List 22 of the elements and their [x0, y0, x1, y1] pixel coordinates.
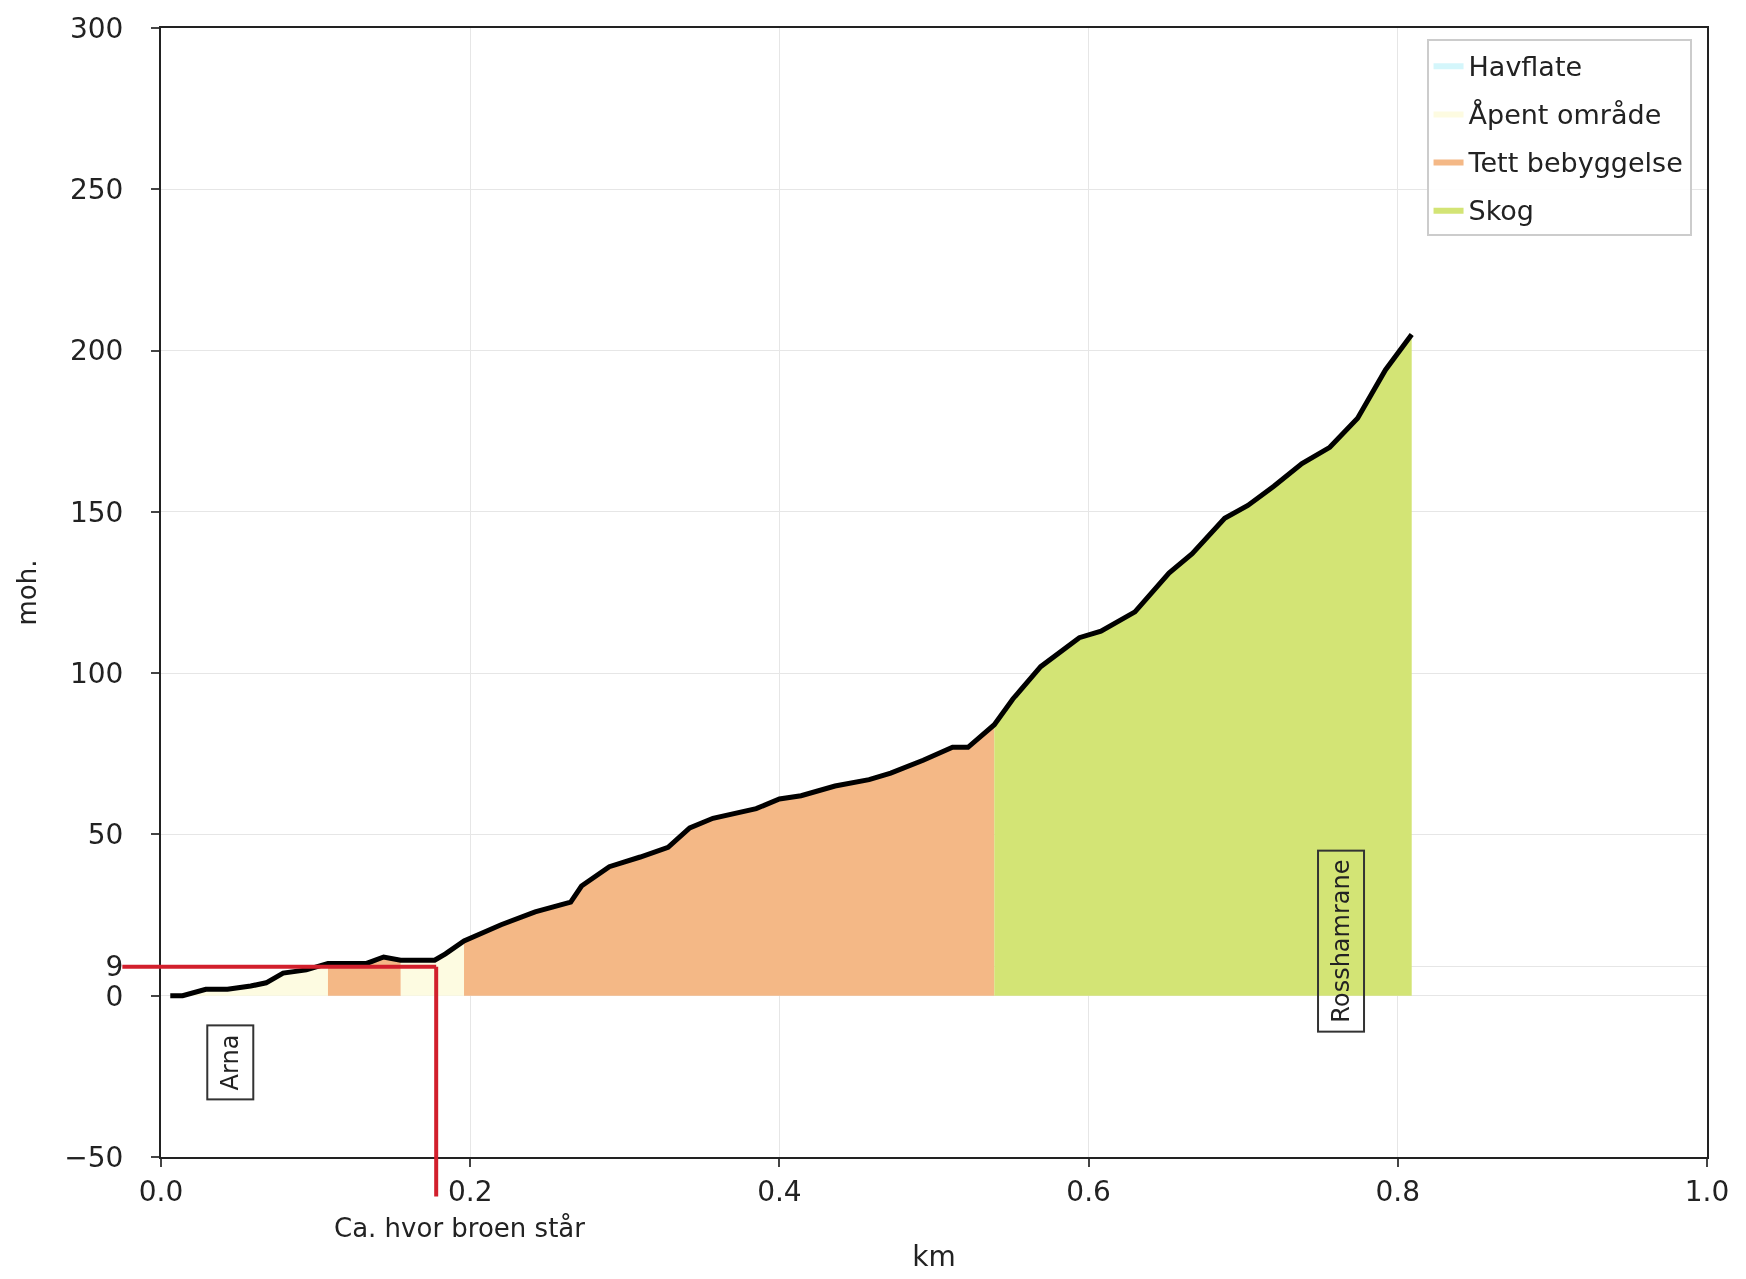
ref-line-label: Ca. hvor broen står [334, 1213, 586, 1243]
x-tick-label: 0.8 [1375, 1174, 1421, 1208]
y-tick-label: 300 [69, 11, 124, 45]
y-tick-label: 100 [69, 656, 124, 690]
legend-label: Skog [1468, 195, 1535, 227]
x-tick-label: 0.2 [447, 1174, 493, 1208]
legend-label: Åpent område [1468, 98, 1662, 130]
x-tick-label: 0.6 [1066, 1174, 1111, 1208]
x-tick-label: 1.0 [1684, 1174, 1730, 1208]
y-tick-label: −50 [64, 1140, 124, 1174]
y-tick-label: 50 [87, 818, 124, 852]
y-tick-label: 200 [69, 334, 124, 368]
x-axis-title: km [912, 1240, 956, 1274]
annotation: Rosshamrane [1327, 859, 1356, 1023]
x-tick-label: 0.4 [757, 1174, 802, 1208]
y-axis-title: moh. [12, 559, 43, 626]
legend-label: Havflate [1468, 50, 1583, 82]
annotation: Arna [216, 1034, 245, 1091]
legend-label: Tett bebyggelse [1467, 147, 1683, 179]
y-tick-label: 250 [69, 173, 124, 207]
x-tick-label: 0.0 [138, 1174, 184, 1208]
y-tick-label: 150 [69, 495, 124, 529]
